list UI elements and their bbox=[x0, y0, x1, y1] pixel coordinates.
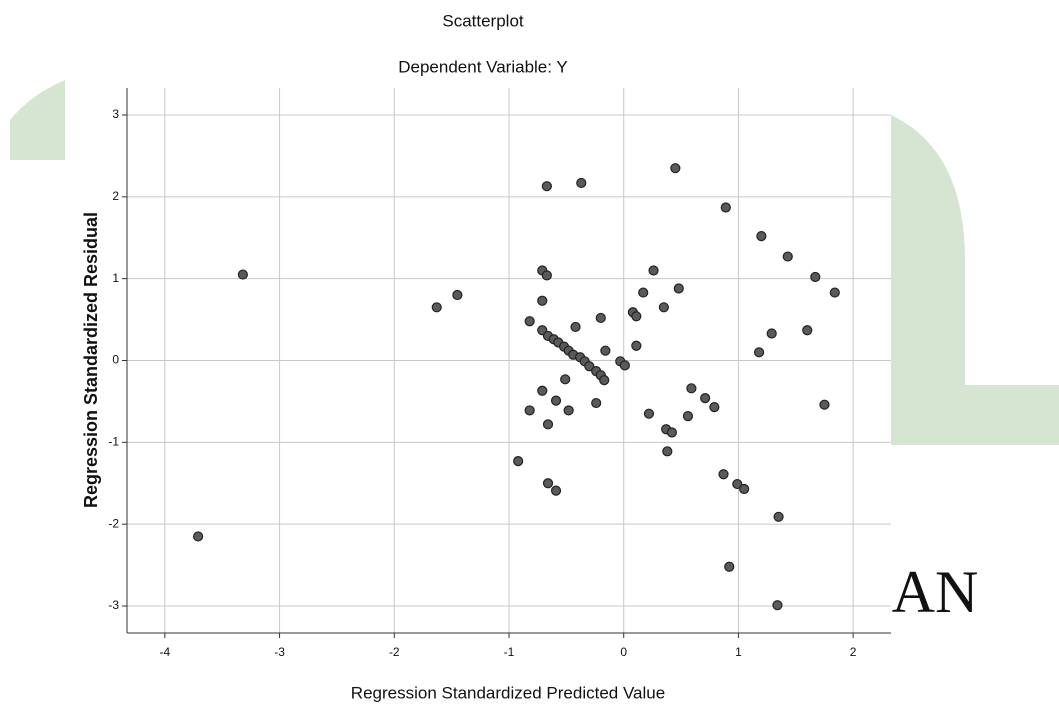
point bbox=[756, 231, 767, 242]
point bbox=[600, 345, 611, 356]
point bbox=[753, 347, 765, 358]
y-tick-label: 2 bbox=[112, 189, 119, 203]
point bbox=[666, 427, 677, 438]
point bbox=[542, 478, 554, 489]
point bbox=[732, 478, 743, 490]
point bbox=[524, 405, 535, 416]
point bbox=[638, 287, 649, 298]
point bbox=[513, 456, 524, 467]
point bbox=[829, 287, 840, 298]
watermark-text: AN bbox=[892, 559, 979, 625]
x-tick-label: 1 bbox=[735, 645, 742, 659]
point bbox=[524, 316, 535, 327]
point bbox=[643, 408, 655, 419]
point bbox=[599, 375, 610, 386]
point bbox=[537, 295, 548, 306]
point bbox=[193, 531, 204, 542]
point bbox=[591, 397, 602, 409]
point bbox=[584, 361, 595, 372]
point bbox=[452, 289, 463, 301]
point bbox=[431, 302, 442, 313]
point bbox=[700, 393, 711, 404]
point bbox=[739, 483, 750, 495]
point bbox=[542, 419, 554, 430]
x-axis-label: Regression Standardized Predicted Value bbox=[351, 683, 665, 702]
point bbox=[560, 374, 571, 385]
point bbox=[720, 202, 731, 213]
watermark bbox=[10, 80, 1059, 445]
point bbox=[670, 163, 681, 174]
point bbox=[772, 600, 783, 611]
x-tick-label: 2 bbox=[850, 645, 857, 659]
point bbox=[563, 405, 574, 416]
point bbox=[237, 269, 248, 280]
point bbox=[773, 511, 784, 522]
point bbox=[570, 321, 581, 333]
point bbox=[718, 469, 729, 480]
x-tick-label: -4 bbox=[160, 645, 171, 659]
point bbox=[648, 265, 659, 276]
watermark-shape bbox=[10, 80, 65, 160]
point bbox=[782, 251, 793, 262]
y-tick-label: -2 bbox=[108, 516, 119, 530]
chart-subtitle: Dependent Variable: Y bbox=[398, 57, 568, 76]
point bbox=[766, 328, 777, 339]
y-tick-label: 1 bbox=[112, 271, 119, 285]
point bbox=[658, 302, 669, 313]
point bbox=[550, 395, 562, 406]
point bbox=[537, 385, 548, 396]
point bbox=[709, 402, 720, 413]
point bbox=[541, 270, 552, 281]
point bbox=[631, 340, 642, 351]
point bbox=[576, 177, 587, 189]
y-axis-label: Regression Standardized Residual bbox=[81, 212, 101, 508]
y-tick-label: -3 bbox=[108, 598, 119, 612]
y-tick-label: -1 bbox=[108, 435, 119, 449]
point bbox=[724, 561, 735, 572]
x-tick-label: -2 bbox=[389, 645, 400, 659]
x-tick-label: 0 bbox=[620, 645, 627, 659]
point bbox=[619, 360, 630, 371]
point bbox=[662, 446, 673, 457]
y-tick-label: 0 bbox=[112, 353, 119, 367]
watermark-shape bbox=[891, 115, 1059, 445]
x-tick-label: -1 bbox=[504, 645, 515, 659]
point bbox=[686, 383, 697, 394]
chart-title: Scatterplot bbox=[442, 11, 524, 30]
y-tick-label: 3 bbox=[112, 107, 119, 121]
point bbox=[802, 325, 813, 336]
point bbox=[810, 271, 821, 283]
point bbox=[819, 399, 830, 410]
point bbox=[550, 485, 562, 496]
point bbox=[682, 411, 694, 422]
point bbox=[673, 283, 684, 294]
point bbox=[631, 311, 642, 322]
point bbox=[595, 312, 606, 324]
point bbox=[541, 181, 552, 192]
x-tick-label: -3 bbox=[274, 645, 285, 659]
